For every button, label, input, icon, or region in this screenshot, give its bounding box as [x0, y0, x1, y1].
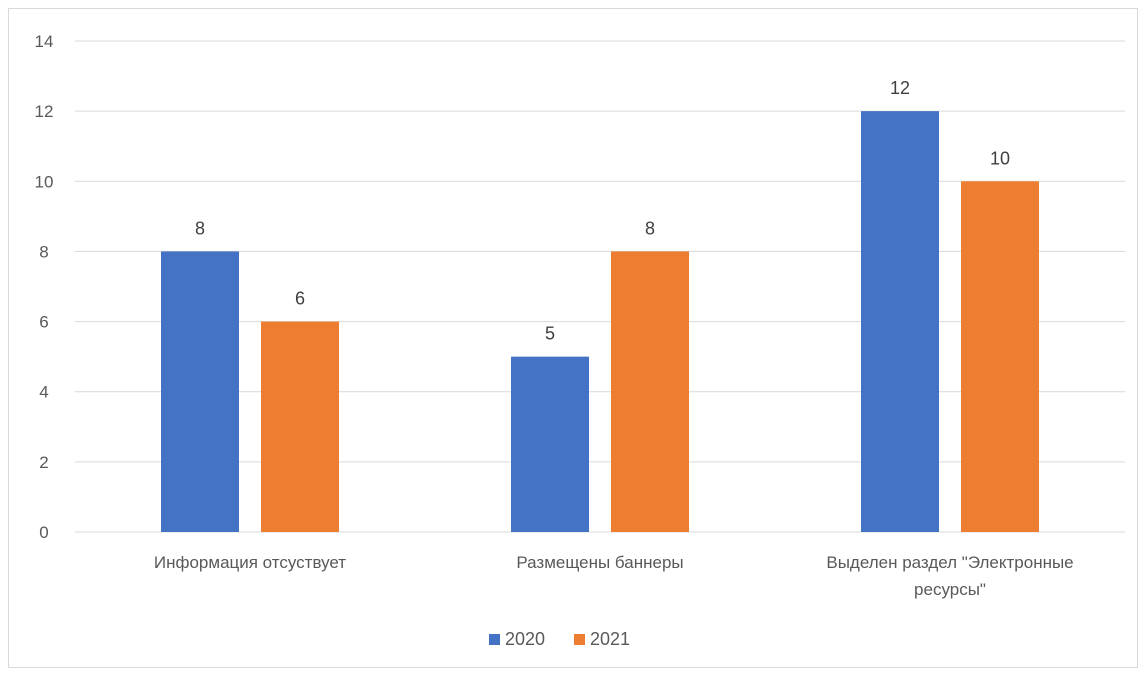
- x-category-label-line: Информация отсуствует: [154, 553, 346, 572]
- data-labels: 8 6 5 8 12 10: [195, 78, 1010, 344]
- bar-2021-2: [611, 251, 689, 532]
- data-label: 8: [645, 218, 655, 238]
- data-label: 10: [990, 148, 1010, 168]
- legend: 2020 2021: [489, 629, 630, 649]
- x-category-label-line: ресурсы": [914, 580, 986, 599]
- y-tick-label: 12: [35, 102, 54, 121]
- x-category-label-line: Размещены баннеры: [516, 553, 683, 572]
- x-category-label: Информация отсуствует: [154, 553, 346, 572]
- y-tick-label: 4: [39, 383, 48, 402]
- x-category-label: Выделен раздел "Электронные ресурсы": [826, 553, 1073, 599]
- bar-2021-1: [261, 321, 339, 532]
- y-tick-label: 8: [39, 242, 48, 261]
- legend-label: 2021: [590, 629, 630, 649]
- y-tick-label: 0: [39, 523, 48, 542]
- data-label: 8: [195, 218, 205, 238]
- data-label: 12: [890, 78, 910, 98]
- y-tick-label: 10: [35, 172, 54, 191]
- data-label: 6: [295, 289, 305, 309]
- y-tick-label: 6: [39, 313, 48, 332]
- bar-2020-1: [161, 251, 239, 532]
- x-category-label: Размещены баннеры: [516, 553, 683, 572]
- x-category-label-line: Выделен раздел "Электронные: [826, 553, 1073, 572]
- data-label: 5: [545, 324, 555, 344]
- gridlines: [75, 40, 1125, 533]
- y-tick-label: 2: [39, 453, 48, 472]
- bar-2021-3: [961, 181, 1039, 533]
- y-axis-ticks: 0 2 4 6 8 10 12 14: [35, 32, 54, 542]
- bar-2020-2: [511, 356, 589, 532]
- legend-label: 2020: [505, 629, 545, 649]
- legend-swatch-2021: [574, 634, 585, 645]
- y-tick-label: 14: [35, 32, 54, 51]
- x-axis-categories: Информация отсуствует Размещены баннеры Вы…: [154, 553, 1074, 599]
- legend-swatch-2020: [489, 634, 500, 645]
- bar-2020-3: [861, 111, 939, 533]
- bars: [161, 111, 1039, 533]
